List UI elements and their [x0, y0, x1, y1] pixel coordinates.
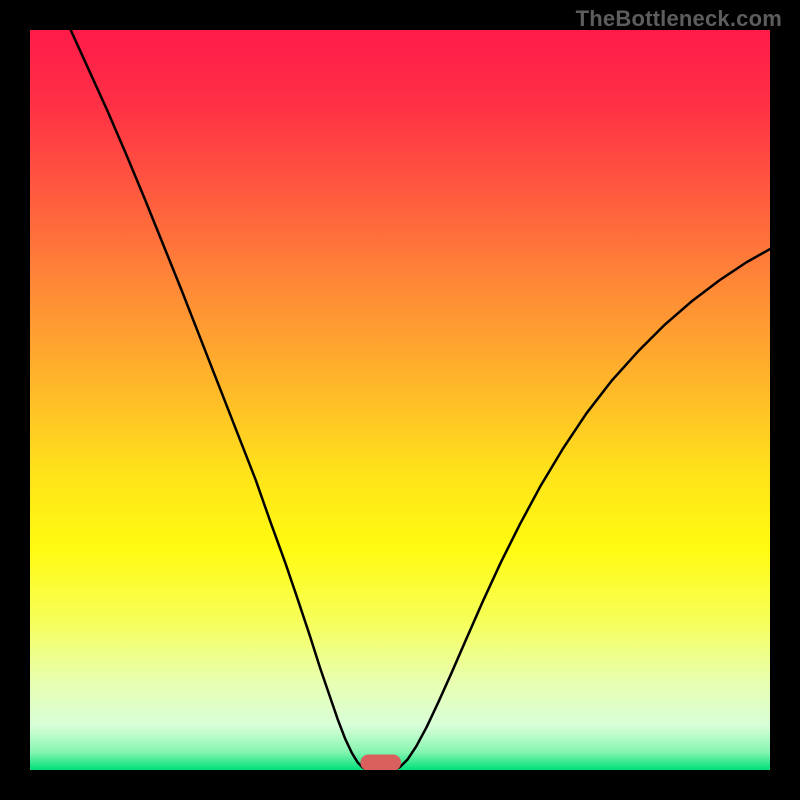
chart-frame: TheBottleneck.com	[0, 0, 800, 800]
gradient-background	[30, 30, 770, 770]
plot-svg	[30, 30, 770, 770]
minimum-marker	[360, 754, 401, 770]
watermark-text: TheBottleneck.com	[576, 6, 782, 32]
plot-area	[30, 30, 770, 770]
